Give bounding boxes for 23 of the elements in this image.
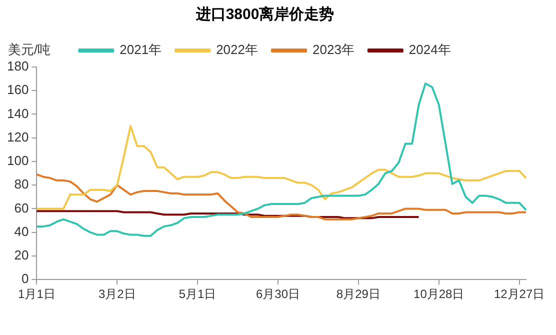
legend-label: 2023年 (312, 42, 354, 58)
y-tick-label: 180 (6, 58, 29, 74)
y-tick-label: 40 (14, 224, 29, 239)
x-tick-label: 1月1日 (18, 287, 56, 302)
y-tick-label: 160 (6, 82, 29, 98)
y-tick-label: 140 (6, 106, 29, 121)
legend-label: 2022年 (216, 42, 258, 58)
legend-label: 2024年 (408, 42, 451, 58)
chart-title: 进口3800离岸价走势 (194, 5, 334, 24)
x-tick-label: 12月27日 (494, 287, 545, 302)
x-tick-label: 5月1日 (178, 287, 216, 302)
y-tick-label: 80 (14, 176, 29, 192)
x-tick-label: 10月28日 (414, 287, 464, 302)
x-tick-label: 6月30日 (256, 287, 300, 302)
y-tick-label: 20 (14, 248, 29, 263)
y-tick-label: 100 (6, 153, 29, 168)
y-tick-label: 0 (21, 271, 29, 286)
y-tick-label: 60 (14, 200, 29, 216)
y-tick-label: 120 (6, 129, 29, 144)
x-tick-label: 3月2日 (98, 287, 136, 302)
x-tick-label: 8月29日 (336, 287, 380, 302)
y-axis-title: 美元/吨 (8, 42, 51, 58)
legend-label: 2021年 (120, 42, 162, 58)
